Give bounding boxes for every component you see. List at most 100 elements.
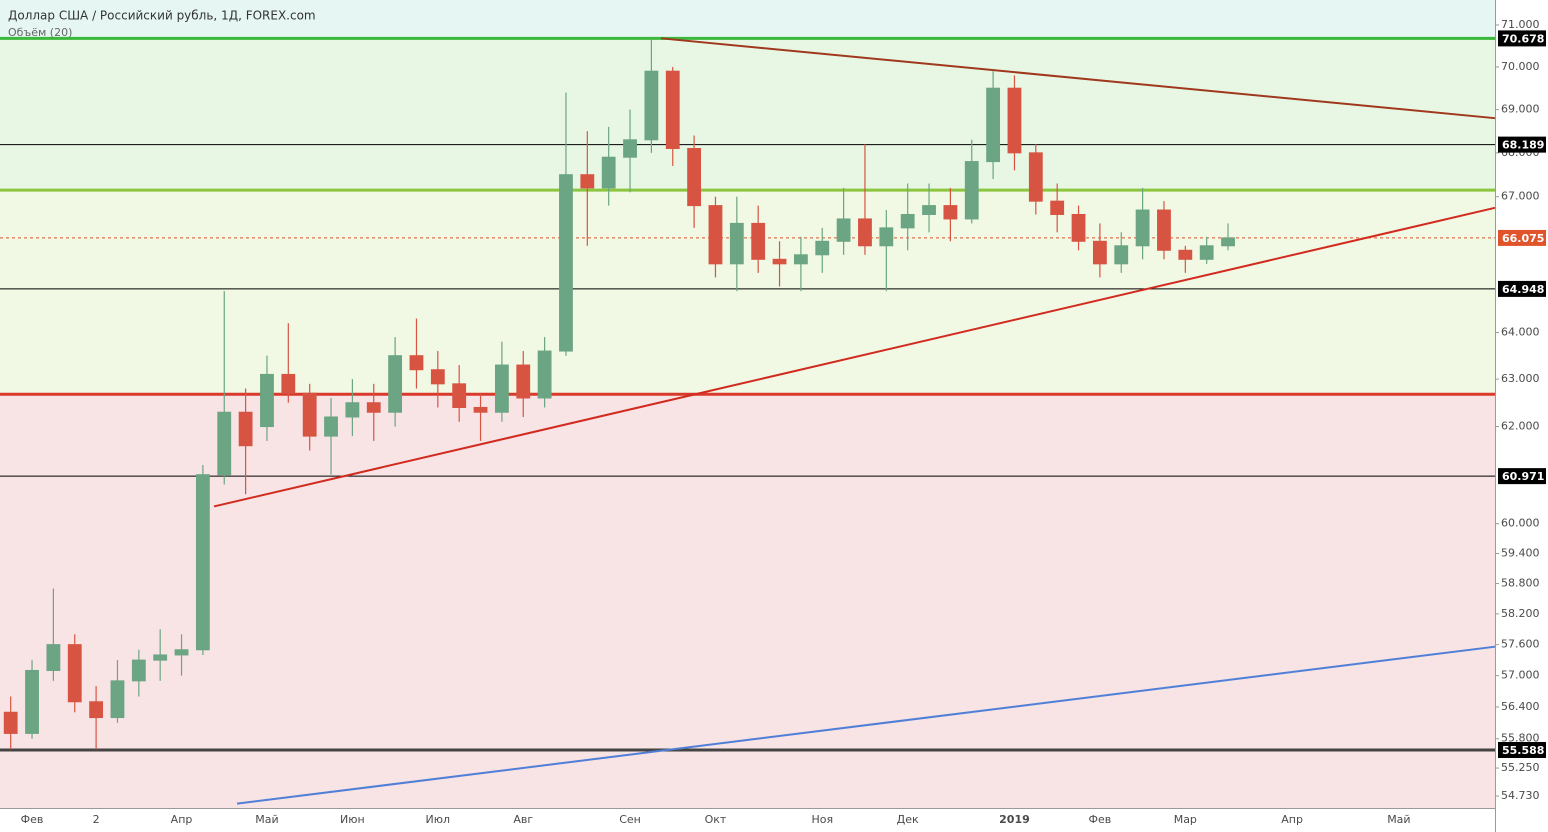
candle-body <box>345 402 360 418</box>
x-tick-label: Авг <box>513 813 533 826</box>
x-tick-label: Мар <box>1174 813 1197 826</box>
price-label: 70.678 <box>1502 32 1544 45</box>
candle-body <box>89 701 104 719</box>
candle-body <box>537 350 552 399</box>
candle-body <box>708 205 723 265</box>
x-tick-label: Фев <box>21 813 44 826</box>
candle-body <box>1114 245 1129 265</box>
candle-body <box>46 644 61 671</box>
x-tick-label: Окт <box>705 813 727 826</box>
candle-body <box>1071 213 1086 242</box>
y-tick-label: 63.000 <box>1501 372 1540 385</box>
candle-body <box>302 392 317 437</box>
candle-body <box>67 644 82 703</box>
price-label: 68.189 <box>1502 139 1544 152</box>
candle-body <box>623 139 637 158</box>
candle-body <box>964 161 979 220</box>
candle-body <box>324 416 338 437</box>
x-tick-label: Сен <box>619 813 641 826</box>
y-tick-label: 59.400 <box>1501 546 1540 559</box>
candle-body <box>409 355 424 371</box>
candle-body <box>943 205 958 220</box>
y-tick-label: 57.600 <box>1501 638 1540 651</box>
chart-title: Доллар США / Российский рубль, 1Д, FOREX… <box>8 9 316 23</box>
candle-body <box>922 205 936 215</box>
trendline <box>660 37 1496 120</box>
y-tick-label: 70.000 <box>1501 60 1540 73</box>
x-tick-label: Ноя <box>811 813 833 826</box>
candle-body <box>281 373 296 394</box>
candle-body <box>1050 200 1065 215</box>
y-tick-label: 60.000 <box>1501 517 1540 530</box>
price-label: 66.075 <box>1502 232 1544 245</box>
date-axis <box>0 808 1495 832</box>
price-label-box <box>1498 229 1546 246</box>
candle-body <box>1028 152 1043 202</box>
candle-body <box>452 383 467 408</box>
y-tick-label: 58.800 <box>1501 577 1540 590</box>
candle-body <box>986 87 1001 163</box>
candle-body <box>665 70 680 149</box>
candle-body <box>1199 245 1214 260</box>
x-tick-label: Апр <box>1281 813 1303 826</box>
candle-body <box>110 680 125 719</box>
y-tick-label: 71.000 <box>1501 18 1540 31</box>
candle-body <box>174 649 189 656</box>
zone <box>0 0 1495 39</box>
candle-body <box>729 222 744 265</box>
candle-body <box>1007 87 1022 154</box>
y-tick-label: 55.250 <box>1501 761 1540 774</box>
candle-body <box>494 364 509 413</box>
candle-body <box>217 411 232 476</box>
candle-body <box>1157 209 1171 251</box>
x-tick-label: Апр <box>171 813 193 826</box>
price-label-box <box>1498 741 1546 758</box>
candle-body <box>879 227 894 247</box>
x-tick-label: Май <box>255 813 278 826</box>
candle-body <box>858 218 872 247</box>
candle-body <box>559 174 573 352</box>
x-tick-label: 2019 <box>999 813 1030 826</box>
price-label: 55.588 <box>1502 744 1544 757</box>
candle-body <box>153 654 168 661</box>
candle-body <box>473 406 488 413</box>
candle-body <box>1092 240 1107 265</box>
x-tick-label: 2 <box>93 813 100 826</box>
y-tick-label: 58.200 <box>1501 607 1540 620</box>
candle-body <box>751 222 766 260</box>
x-tick-label: Июн <box>340 813 365 826</box>
y-tick-label: 64.000 <box>1501 325 1540 338</box>
trendline <box>236 645 1496 805</box>
candle-body <box>836 218 851 242</box>
candle-body <box>601 156 616 189</box>
y-tick-label: 55.800 <box>1501 732 1540 745</box>
candle-body <box>388 355 403 413</box>
candle-body <box>580 174 595 189</box>
chart-subtitle: Объём (20) <box>8 26 72 39</box>
zone <box>0 38 1495 191</box>
candle-body <box>366 402 381 413</box>
candle-body <box>260 373 274 428</box>
candle-body <box>815 240 830 256</box>
candle-body <box>687 147 702 207</box>
candle-body <box>793 254 808 265</box>
price-label-box <box>1498 136 1546 153</box>
candle-body <box>1135 209 1150 247</box>
candle-body <box>1221 237 1235 247</box>
zone <box>0 190 1495 395</box>
candle-body <box>644 70 659 141</box>
y-tick-label: 56.400 <box>1501 700 1540 713</box>
y-tick-label: 57.000 <box>1501 669 1540 682</box>
y-tick-label: 62.000 <box>1501 420 1540 433</box>
y-tick-label: 67.000 <box>1501 190 1540 203</box>
candle-body <box>195 474 210 651</box>
x-tick-label: Фев <box>1089 813 1112 826</box>
candle-body <box>3 711 18 734</box>
price-label: 60.971 <box>1502 470 1544 483</box>
x-tick-label: Май <box>1387 813 1410 826</box>
candle-body <box>131 659 146 682</box>
price-label-box <box>1498 30 1546 47</box>
candle-body <box>430 369 445 385</box>
x-tick-label: Дек <box>897 813 919 826</box>
